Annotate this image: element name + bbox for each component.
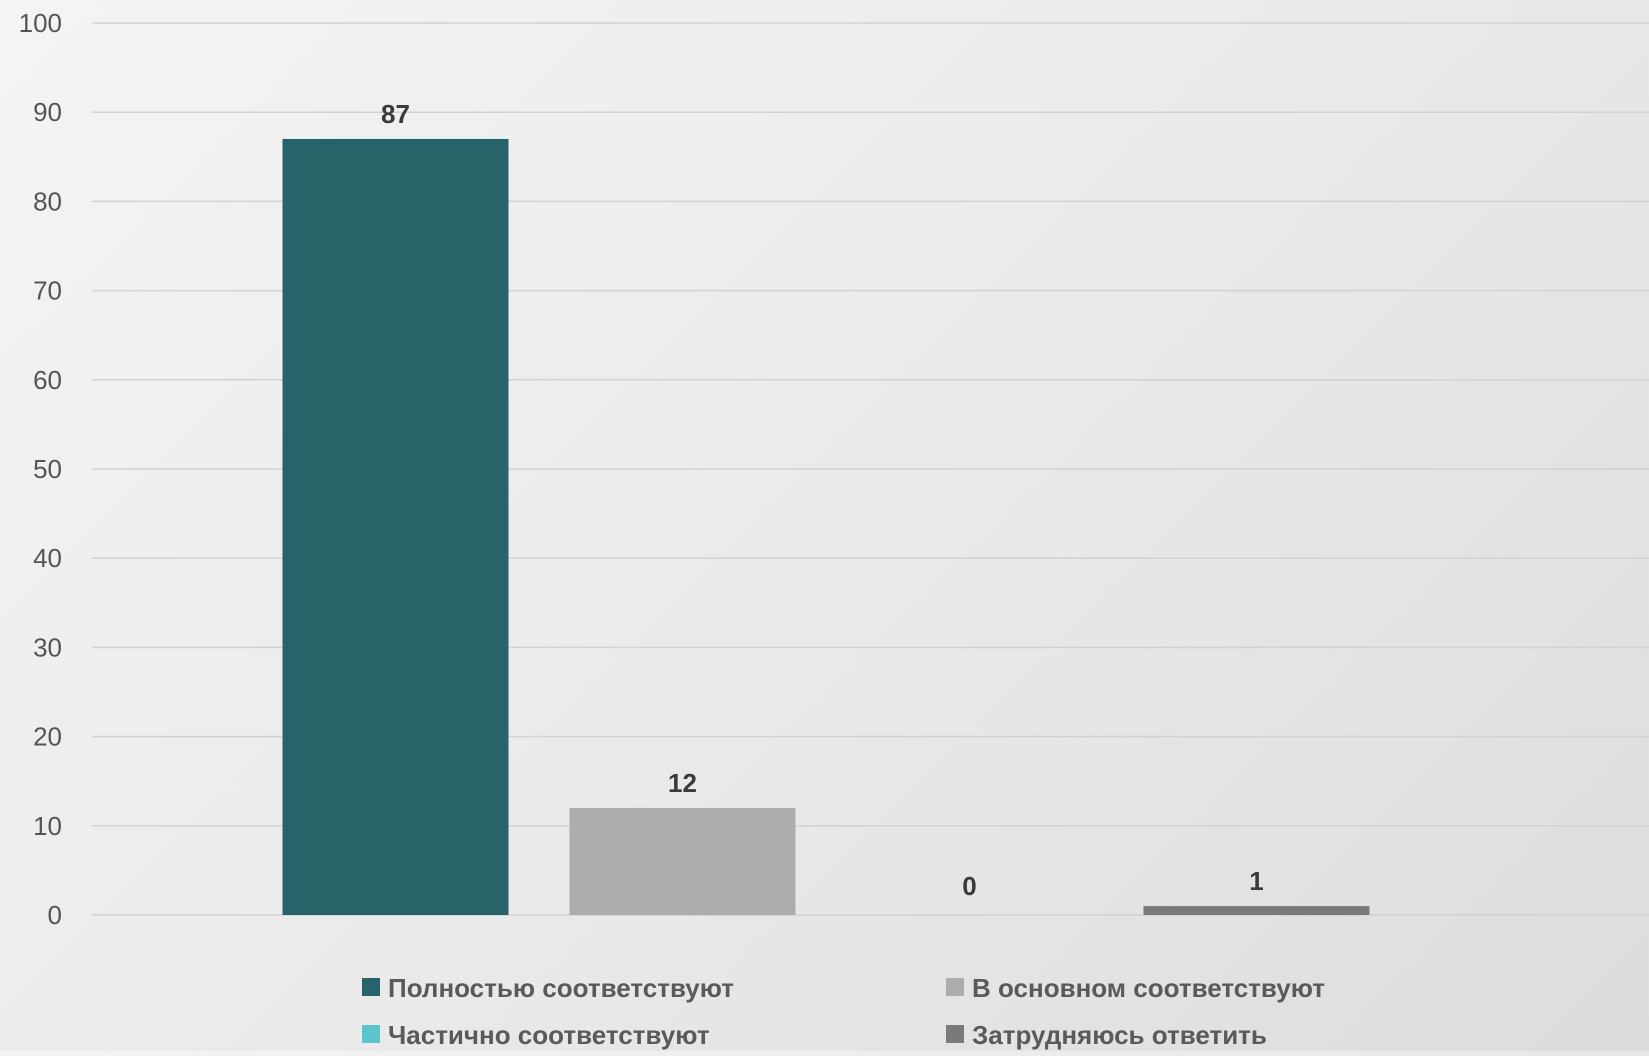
y-tick-label: 70	[33, 276, 62, 306]
legend-entry: Частично соответствуют	[388, 1020, 710, 1050]
data-label: 87	[381, 99, 410, 129]
bar-4	[1143, 906, 1370, 915]
y-tick-label: 10	[33, 811, 62, 841]
bar-1	[282, 138, 509, 915]
legend: Полностью соответствуют В основном соотве…	[362, 973, 1325, 1050]
data-label: 12	[668, 768, 697, 798]
legend-swatch	[946, 1025, 964, 1043]
y-tick-label: 0	[48, 900, 62, 930]
legend-entry: Полностью соответствуют	[388, 973, 734, 1003]
legend-entry: Затрудняюсь ответить	[972, 1020, 1267, 1050]
bars	[282, 138, 1370, 915]
data-label: 1	[1249, 866, 1263, 896]
data-label: 0	[962, 871, 976, 901]
y-tick-label: 40	[33, 543, 62, 573]
y-tick-label: 20	[33, 722, 62, 752]
y-tick-label: 100	[19, 8, 62, 38]
y-tick-label: 80	[33, 186, 62, 216]
legend-swatch	[362, 1025, 380, 1043]
y-tick-label: 60	[33, 365, 62, 395]
legend-entry: В основном соответствуют	[972, 973, 1325, 1003]
legend-swatch	[946, 978, 964, 996]
data-labels: 87 12 0 1	[381, 99, 1264, 901]
y-axis: 0 10 20 30 40 50 60 70 80 90 100	[19, 8, 62, 930]
y-tick-label: 30	[33, 632, 62, 662]
y-tick-label: 90	[33, 97, 62, 127]
legend-swatch	[362, 978, 380, 996]
bar-2	[569, 807, 796, 915]
y-tick-label: 50	[33, 454, 62, 484]
